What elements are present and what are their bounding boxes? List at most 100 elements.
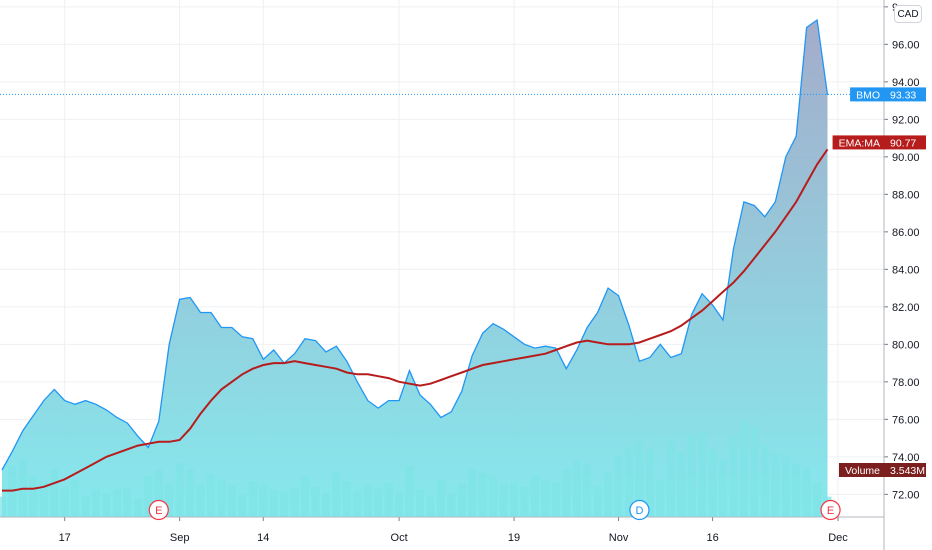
volume-bar — [102, 493, 111, 517]
volume-bar — [363, 484, 372, 517]
volume-bar — [259, 484, 268, 517]
volume-bar — [583, 464, 592, 517]
volume-bar — [81, 496, 90, 517]
volume-bar — [729, 437, 738, 517]
volume-bar — [154, 469, 163, 517]
volume-bar — [760, 445, 769, 517]
volume-badge-value-bg — [884, 463, 926, 477]
volume-bar — [813, 483, 822, 517]
ema-badge-value: 90.77 — [890, 137, 916, 149]
y-tick-label: 84.00 — [892, 264, 920, 276]
price-area — [2, 20, 828, 517]
volume-bar — [186, 469, 195, 517]
volume-bar — [541, 479, 550, 517]
x-tick-label: Oct — [391, 532, 408, 544]
volume-bar — [311, 486, 320, 517]
volume-bar — [144, 476, 153, 517]
volume-bar — [426, 496, 435, 517]
volume-bar — [175, 462, 184, 517]
y-tick-label: 92.00 — [892, 114, 920, 126]
volume-bar — [551, 483, 560, 517]
dividend-marker[interactable]: D — [629, 499, 650, 521]
x-axis[interactable]: 17 Sep 14 Oct 19 Nov 16 Dec — [0, 516, 884, 544]
grid — [0, 0, 884, 517]
volume-bar — [290, 488, 299, 517]
y-tick-label: 72.00 — [892, 489, 920, 501]
earnings-marker-circle — [820, 499, 841, 521]
volume-bar — [60, 486, 69, 517]
volume-bar — [719, 459, 727, 517]
dividend-marker-circle — [629, 499, 650, 521]
volume-bar — [656, 479, 665, 517]
volume-bar — [280, 491, 289, 517]
volume-bar — [395, 493, 404, 517]
y-tick-label: 82.00 — [892, 302, 920, 314]
volume-bar — [50, 469, 59, 517]
earnings-marker[interactable]: E — [820, 499, 841, 521]
volume-bar — [384, 483, 393, 517]
volume-bar — [416, 489, 424, 517]
volume-badge: Volume 3.543M — [838, 463, 926, 477]
volume-bar — [478, 472, 487, 517]
y-tick-label: 80.00 — [892, 339, 920, 351]
y-tick-label: 78.00 — [892, 377, 920, 389]
volume-bar — [332, 471, 341, 517]
earnings-marker-circle — [148, 499, 169, 521]
volume-bar — [792, 464, 801, 517]
x-tick-label: 19 — [508, 532, 520, 544]
volume-bar — [468, 469, 477, 517]
volume-bar — [677, 452, 686, 517]
volume-bar — [217, 479, 226, 517]
ema-badge: EMA:MA 90.77 — [832, 135, 926, 150]
y-tick-label: 94.00 — [892, 77, 920, 89]
volume-bar — [405, 466, 414, 517]
ema-line — [2, 148, 829, 492]
x-tick-label: 16 — [706, 532, 718, 544]
volume-bar — [489, 476, 498, 517]
volume-bar — [71, 479, 80, 517]
volume-bar — [123, 488, 132, 517]
volume-bar — [802, 467, 811, 517]
volume-bar — [0, 496, 6, 517]
volume-bar — [321, 493, 330, 517]
volume-bar — [227, 486, 236, 517]
volume-bar — [562, 469, 571, 517]
volume-bar — [698, 432, 707, 517]
volume-bar — [374, 488, 383, 517]
earnings-marker-label: E — [155, 505, 162, 517]
volume-bar — [781, 457, 790, 517]
volume-bar — [593, 486, 602, 517]
volume-bar — [436, 479, 445, 517]
currency-label[interactable]: CAD — [894, 5, 922, 23]
earnings-marker[interactable]: E — [148, 499, 169, 521]
bmo-price-badge-value-bg — [884, 87, 926, 102]
volume-bar — [29, 476, 38, 517]
volume-bar — [238, 494, 247, 517]
volume-bar — [750, 426, 759, 517]
volume-bar — [499, 484, 508, 517]
x-tick-label: Nov — [609, 532, 629, 544]
volume-bar — [353, 491, 362, 517]
volume-bar — [165, 483, 174, 517]
volume-bar — [457, 484, 466, 517]
volume-bar — [625, 445, 633, 517]
x-tick-label: Dec — [828, 532, 848, 544]
price-area-fill — [2, 20, 828, 517]
volume-badge-tag: Volume — [845, 465, 880, 477]
ema-badge-value-bg — [884, 135, 926, 150]
volume-bar — [510, 483, 518, 517]
bmo-price-badge: BMO 93.33 — [850, 87, 926, 102]
volume-bar — [112, 489, 121, 517]
y-tick-label: 90.00 — [892, 152, 920, 164]
volume-bar — [604, 472, 613, 517]
volume-bar — [92, 489, 100, 517]
volume-bar — [133, 498, 142, 517]
volume-bar — [572, 460, 581, 517]
dividend-marker-label: D — [635, 505, 643, 517]
volume-bar — [196, 484, 205, 517]
volume-bar — [248, 481, 257, 517]
bmo-price-badge-tag: BMO — [856, 89, 880, 101]
